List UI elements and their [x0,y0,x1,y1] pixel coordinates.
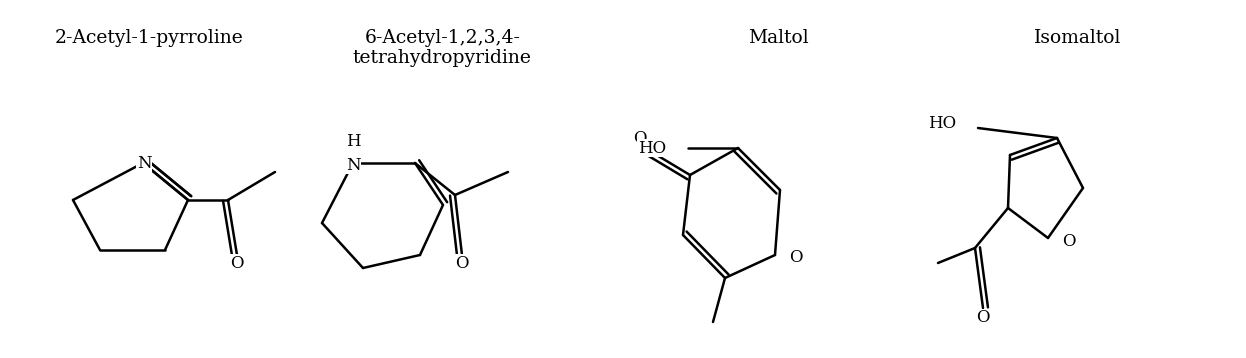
Text: N: N [137,155,151,171]
Text: HO: HO [638,140,667,156]
Text: Maltol: Maltol [749,29,809,47]
Text: O: O [455,255,468,271]
Text: 6-Acetyl-1,2,3,4-
tetrahydropyridine: 6-Acetyl-1,2,3,4- tetrahydropyridine [353,29,532,67]
Text: O: O [231,255,244,271]
Text: 2-Acetyl-1-pyrroline: 2-Acetyl-1-pyrroline [55,29,244,47]
Text: H: H [345,132,360,150]
Text: HO: HO [928,115,956,131]
Text: O: O [1062,232,1075,250]
Text: O: O [977,310,989,326]
Text: O: O [633,130,647,146]
Text: Isomaltol: Isomaltol [1034,29,1121,47]
Text: N: N [345,156,360,174]
Text: O: O [789,250,802,266]
